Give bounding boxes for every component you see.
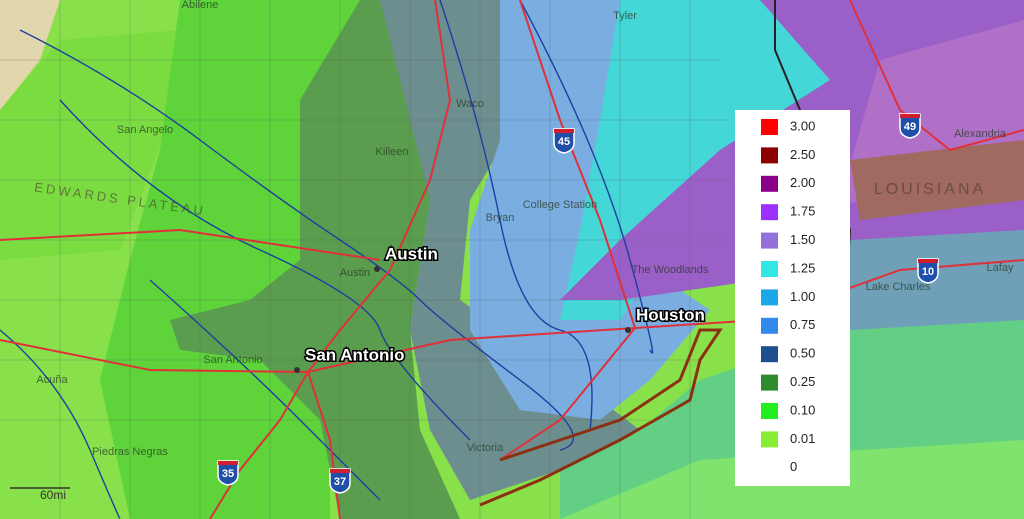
coastline [479, 328, 723, 507]
road [0, 259, 1024, 374]
legend-swatch [761, 317, 778, 334]
zone-200 [850, 140, 1024, 220]
legend-label: 3.00 [790, 118, 815, 133]
legend-label: 0.10 [790, 402, 815, 417]
dry-area [0, 0, 60, 110]
county-lines [0, 0, 730, 519]
road [519, 0, 636, 329]
place-label: Alexandria [954, 128, 1007, 140]
place-label: Lafay [987, 262, 1014, 274]
legend-label: 2.50 [790, 147, 815, 162]
region-label: LOUISIANA [874, 181, 986, 198]
legend-label: 1.50 [790, 232, 815, 247]
shield-number: 35 [222, 468, 234, 480]
shield-number: 45 [558, 136, 570, 148]
legend-label: 0.01 [790, 431, 815, 446]
place-label: College Station [523, 199, 598, 211]
shield [217, 460, 239, 486]
place-label: San Angelo [117, 124, 173, 136]
city-dot [374, 266, 380, 272]
legend-swatch [761, 204, 778, 221]
city-dot [625, 327, 631, 333]
legend-label: 1.00 [790, 289, 815, 304]
shield-number: 10 [922, 266, 934, 278]
legend-label: 2.00 [790, 175, 815, 190]
river [439, 0, 593, 431]
legend-label: 1.75 [790, 204, 815, 219]
legend-swatch [761, 232, 778, 249]
river [149, 279, 381, 501]
shield-number: 37 [334, 476, 346, 488]
legend-swatch [761, 289, 778, 306]
legend-swatch [761, 261, 778, 277]
legend-swatch [761, 346, 778, 363]
legend-label: 1.25 [790, 260, 815, 275]
scale-label: 60mi [40, 488, 66, 502]
legend-swatch [761, 119, 778, 135]
shield-top [330, 469, 350, 473]
city-label: San Antonio [305, 345, 404, 364]
zone-010 [100, 0, 360, 519]
place-label: Piedras Negras [92, 446, 168, 458]
road [209, 0, 452, 519]
place-label: Tyler [613, 10, 637, 22]
river [519, 0, 654, 354]
place-label: Waco [456, 98, 484, 110]
place-label: Bryan [486, 212, 515, 224]
river [0, 329, 121, 519]
legend-label: 0 [790, 459, 797, 474]
place-label: Acuña [36, 374, 68, 386]
legend-swatch [761, 374, 778, 391]
place-label: San Antonio [203, 354, 262, 366]
place-label: Abilene [182, 0, 219, 11]
shield-top [900, 114, 920, 118]
shield-number: 49 [904, 121, 916, 133]
legend-items: 3.00 2.50 2.00 1.75 1.50 1.25 1.00 0.75 0.50 0.25… [761, 118, 815, 474]
road [499, 327, 636, 461]
cities: Austin San Antonio Houston [294, 243, 706, 373]
legend-label: 0.50 [790, 346, 815, 361]
legend-swatch [761, 147, 778, 164]
shield-top [918, 259, 938, 263]
river [19, 29, 575, 451]
shield-top [218, 461, 238, 465]
place-label: Austin [340, 267, 371, 279]
counties [0, 0, 730, 519]
city-label: Austin [385, 244, 438, 263]
shield [917, 258, 939, 284]
place-label: Victoria [467, 442, 504, 454]
river [59, 99, 471, 441]
place-label: The Woodlands [632, 264, 709, 276]
legend-swatch [761, 403, 778, 419]
place-label: Killeen [375, 146, 408, 158]
zone-050 [380, 0, 640, 500]
place-label: Lake Charles [866, 281, 931, 293]
legend-label: 0.25 [790, 374, 815, 389]
legend [735, 110, 850, 486]
legend-swatch [761, 431, 778, 448]
city-label: Houston [636, 305, 705, 324]
legend-swatch [761, 175, 778, 192]
road [849, 0, 1024, 152]
shield [553, 128, 575, 154]
city-dot [294, 367, 300, 373]
zone-100 [850, 230, 1024, 330]
highway-shields: 45 35 37 10 49 [217, 113, 939, 494]
legend-label: 0.75 [790, 317, 815, 332]
road [0, 228, 381, 261]
zone-light [0, 30, 180, 260]
shield-top [554, 129, 574, 133]
shield [329, 468, 351, 494]
shield [899, 113, 921, 139]
